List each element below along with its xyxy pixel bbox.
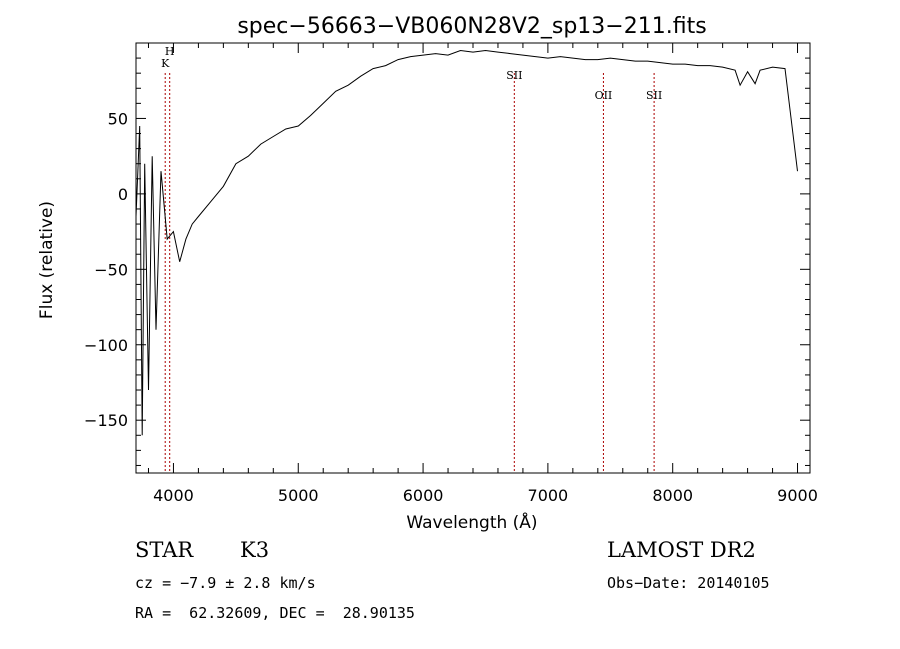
object-type: STAR	[135, 538, 194, 562]
y-tick-label: −50	[94, 260, 128, 279]
object-subclass: K3	[240, 538, 270, 562]
spectral-line-label: OII	[595, 89, 613, 102]
x-tick-label: 5000	[278, 486, 319, 505]
x-tick-label: 4000	[153, 486, 194, 505]
y-axis-label: Flux (relative)	[37, 201, 57, 319]
plot-frame	[135, 42, 811, 474]
chart-title: spec−56663−VB060N28V2_sp13−211.fits	[237, 14, 706, 39]
flux-series-line	[135, 49, 798, 436]
x-tick-label: 6000	[403, 486, 444, 505]
coordinates-text: RA = 62.32609, DEC = 28.90135	[135, 604, 415, 622]
survey-name: LAMOST DR2	[607, 538, 756, 562]
y-tick-label: −100	[84, 336, 128, 355]
x-tick-label: 7000	[528, 486, 569, 505]
y-tick-label: 0	[118, 185, 128, 204]
y-tick-label: −150	[84, 411, 128, 430]
spectral-line-label: SII	[646, 89, 662, 102]
redshift-text: cz = −7.9 ± 2.8 km/s	[135, 574, 316, 592]
obs-date-text: Obs−Date: 20140105	[607, 574, 770, 592]
spectral-line-label: K	[161, 57, 170, 70]
y-tick-label: 50	[108, 109, 128, 128]
spectral-line-label: SII	[506, 69, 522, 82]
x-tick-label: 9000	[777, 486, 818, 505]
x-tick-label: 8000	[652, 486, 693, 505]
spectral-line-label: H	[165, 45, 175, 58]
x-axis-label: Wavelength (Å)	[406, 511, 537, 533]
